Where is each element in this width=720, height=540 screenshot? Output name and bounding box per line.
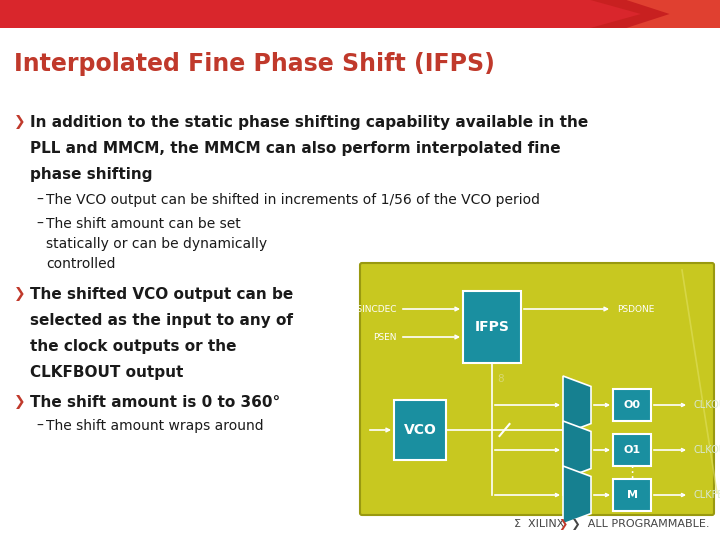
Text: In addition to the static phase shifting capability available in the: In addition to the static phase shifting… bbox=[30, 115, 588, 130]
FancyBboxPatch shape bbox=[360, 263, 714, 515]
Text: PSEN: PSEN bbox=[374, 333, 397, 341]
Bar bbox=[613, 434, 651, 466]
Text: –: – bbox=[36, 419, 43, 433]
Text: –: – bbox=[36, 217, 43, 231]
Text: The shift amount can be set: The shift amount can be set bbox=[46, 217, 240, 231]
Text: CLKFBOUT output: CLKFBOUT output bbox=[30, 365, 184, 380]
Bar bbox=[394, 400, 446, 460]
Text: 8: 8 bbox=[497, 374, 503, 384]
Text: IFPS: IFPS bbox=[474, 320, 510, 334]
Text: ❯: ❯ bbox=[14, 115, 26, 129]
Text: CLKOUT1: CLKOUT1 bbox=[693, 445, 720, 455]
Text: ❯: ❯ bbox=[14, 287, 26, 301]
Text: –: – bbox=[36, 193, 43, 207]
Text: VCO: VCO bbox=[404, 423, 436, 437]
Text: phase shifting: phase shifting bbox=[30, 167, 153, 182]
Text: the clock outputs or the: the clock outputs or the bbox=[30, 339, 236, 354]
Text: CLKOUT0: CLKOUT0 bbox=[693, 400, 720, 410]
Bar bbox=[0, 0, 720, 28]
Text: PLL and MMCM, the MMCM can also perform interpolated fine: PLL and MMCM, the MMCM can also perform … bbox=[30, 141, 561, 156]
Text: ⋮: ⋮ bbox=[624, 465, 639, 480]
Text: O0: O0 bbox=[624, 400, 641, 410]
Text: PSINCDEC: PSINCDEC bbox=[351, 305, 397, 314]
Text: ❯: ❯ bbox=[558, 519, 567, 530]
Bar bbox=[613, 479, 651, 511]
Bar bbox=[613, 389, 651, 421]
Text: ❯: ❯ bbox=[14, 395, 26, 409]
Text: The VCO output can be shifted in increments of 1/56 of the VCO period: The VCO output can be shifted in increme… bbox=[46, 193, 540, 207]
Polygon shape bbox=[563, 466, 591, 524]
Text: CLKFBOUT: CLKFBOUT bbox=[693, 490, 720, 500]
Text: selected as the input to any of: selected as the input to any of bbox=[30, 313, 293, 328]
Text: The shifted VCO output can be: The shifted VCO output can be bbox=[30, 287, 293, 302]
Text: The shift amount wraps around: The shift amount wraps around bbox=[46, 419, 264, 433]
Text: Interpolated Fine Phase Shift (IFPS): Interpolated Fine Phase Shift (IFPS) bbox=[14, 52, 495, 76]
Text: controlled: controlled bbox=[46, 257, 115, 271]
Text: The shift amount is 0 to 360°: The shift amount is 0 to 360° bbox=[30, 395, 280, 410]
Polygon shape bbox=[590, 0, 720, 28]
Text: statically or can be dynamically: statically or can be dynamically bbox=[46, 237, 267, 251]
Polygon shape bbox=[626, 0, 720, 28]
Text: M: M bbox=[626, 490, 637, 500]
Polygon shape bbox=[563, 376, 591, 434]
Bar bbox=[463, 291, 521, 363]
Text: PSDONE: PSDONE bbox=[617, 305, 654, 314]
Text: Σ  XILINX  ❯  ALL PROGRAMMABLE.: Σ XILINX ❯ ALL PROGRAMMABLE. bbox=[515, 519, 710, 530]
Text: O1: O1 bbox=[624, 445, 641, 455]
Polygon shape bbox=[563, 421, 591, 479]
